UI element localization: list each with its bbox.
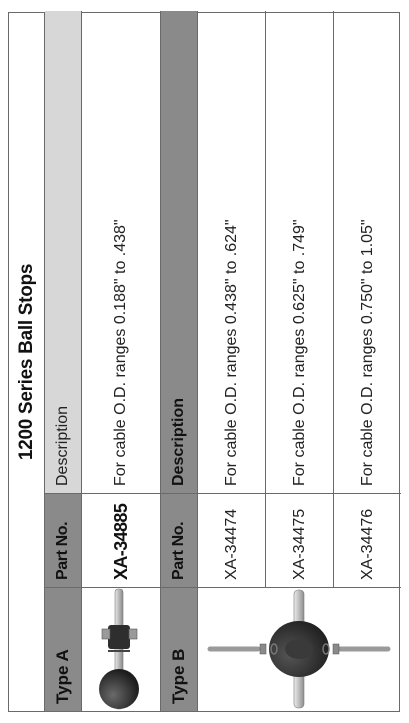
type-a-part-no-header: Part No. <box>45 493 82 587</box>
type-b-part-no-2: XA-34475 <box>266 493 334 587</box>
type-b-description-2: For cable O.D. ranges 0.625" to .749" <box>266 11 334 493</box>
type-b-part-no-3: XA-34476 <box>334 493 401 587</box>
type-b-image-cell <box>198 587 401 711</box>
type-b-part-no-1: XA-34474 <box>198 493 266 587</box>
type-b-label: Type B <box>161 587 198 711</box>
type-b-ball-stop-image <box>207 589 391 709</box>
table-grid: Type A Part No. Description <box>45 11 401 711</box>
type-a-part-no: XA-34885 <box>82 493 161 587</box>
type-b-description-header: Description <box>161 11 198 493</box>
type-a-image-cell <box>82 587 161 711</box>
table-title: 1200 Series Ball Stops <box>9 13 45 711</box>
type-b-description-1: For cable O.D. ranges 0.438" to .624" <box>198 11 266 493</box>
type-a-label: Type A <box>45 587 82 711</box>
type-b-description-3: For cable O.D. ranges 0.750" to 1.05" <box>358 219 376 486</box>
type-b-part-no-header: Part No. <box>161 493 198 587</box>
ball-stops-table: 1200 Series Ball Stops Type A Part No. D… <box>8 11 401 712</box>
type-a-description: For cable O.D. ranges 0.188" to .438" <box>82 11 161 493</box>
type-a-description-header: Description <box>45 11 82 493</box>
type-a-ball-stop-image <box>99 588 139 710</box>
